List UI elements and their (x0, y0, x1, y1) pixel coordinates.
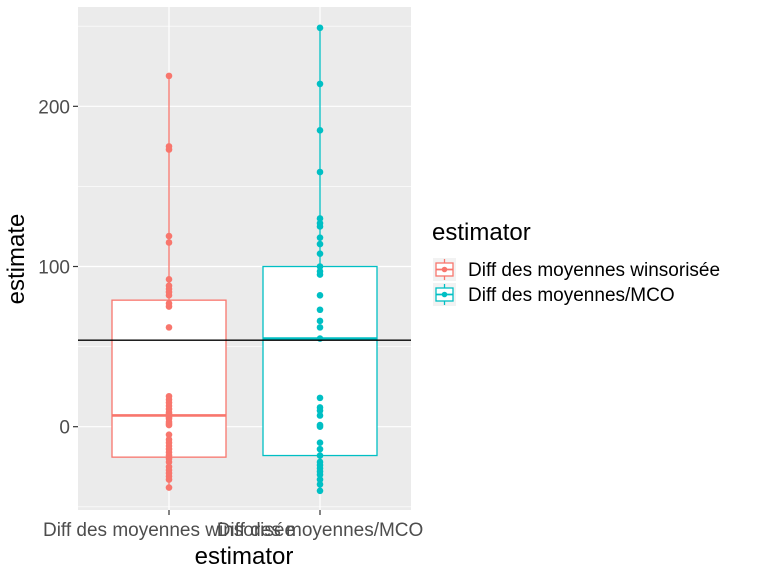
data-point (165, 303, 173, 310)
legend-label: Diff des moyennes/MCO (468, 285, 675, 306)
data-point (316, 215, 324, 222)
data-point (316, 263, 324, 270)
data-point (165, 458, 173, 466)
data-point (316, 223, 324, 230)
data-point (165, 72, 173, 80)
legend-keys: Diff des moyennes winsorisée Diff des moy… (433, 258, 720, 306)
legend-title: estimator (432, 219, 531, 246)
data-point (165, 292, 173, 299)
data-point (165, 476, 173, 483)
data-point (165, 239, 173, 246)
data-point (165, 484, 173, 491)
data-point (316, 324, 324, 331)
x-tick-label: Diff des moyennes/MCO (217, 520, 424, 541)
data-point (316, 394, 324, 402)
data-point (165, 146, 173, 153)
data-point (316, 423, 324, 431)
data-point (316, 439, 324, 447)
data-point (165, 421, 173, 429)
data-point (316, 487, 324, 495)
y-axis-ticks: 0 100 200 (38, 97, 78, 439)
data-point (316, 306, 324, 314)
legend: estimator Diff des moyennes winsoriséeDi… (432, 219, 720, 306)
data-point (316, 24, 324, 32)
data-point (316, 335, 324, 342)
legend-key-point (441, 266, 448, 273)
data-point (316, 80, 324, 88)
data-point (165, 276, 173, 283)
x-axis-title: estimator (195, 543, 294, 570)
data-point (316, 481, 324, 488)
y-axis-title: estimate (3, 214, 30, 305)
data-point (316, 168, 324, 176)
data-point (316, 240, 324, 248)
data-point (316, 445, 324, 453)
data-point (316, 452, 324, 459)
y-tick-label: 200 (38, 97, 70, 118)
data-point (316, 476, 324, 483)
data-point (316, 127, 324, 134)
data-point (316, 317, 324, 325)
data-point (316, 271, 324, 278)
y-tick-label: 100 (38, 258, 70, 279)
y-tick-label: 0 (59, 418, 70, 439)
x-tick-label: Diff des moyennes winsorisée (43, 520, 295, 541)
legend-key-point (441, 291, 448, 298)
data-point (165, 431, 173, 439)
data-point (316, 471, 324, 479)
data-point (165, 324, 173, 331)
legend-label: Diff des moyennes winsorisée (468, 260, 720, 281)
data-points (165, 24, 324, 495)
data-point (165, 232, 173, 240)
data-point (316, 412, 324, 419)
data-point (316, 250, 324, 257)
data-point (316, 292, 324, 299)
data-point (316, 234, 324, 241)
data-point (316, 407, 324, 414)
